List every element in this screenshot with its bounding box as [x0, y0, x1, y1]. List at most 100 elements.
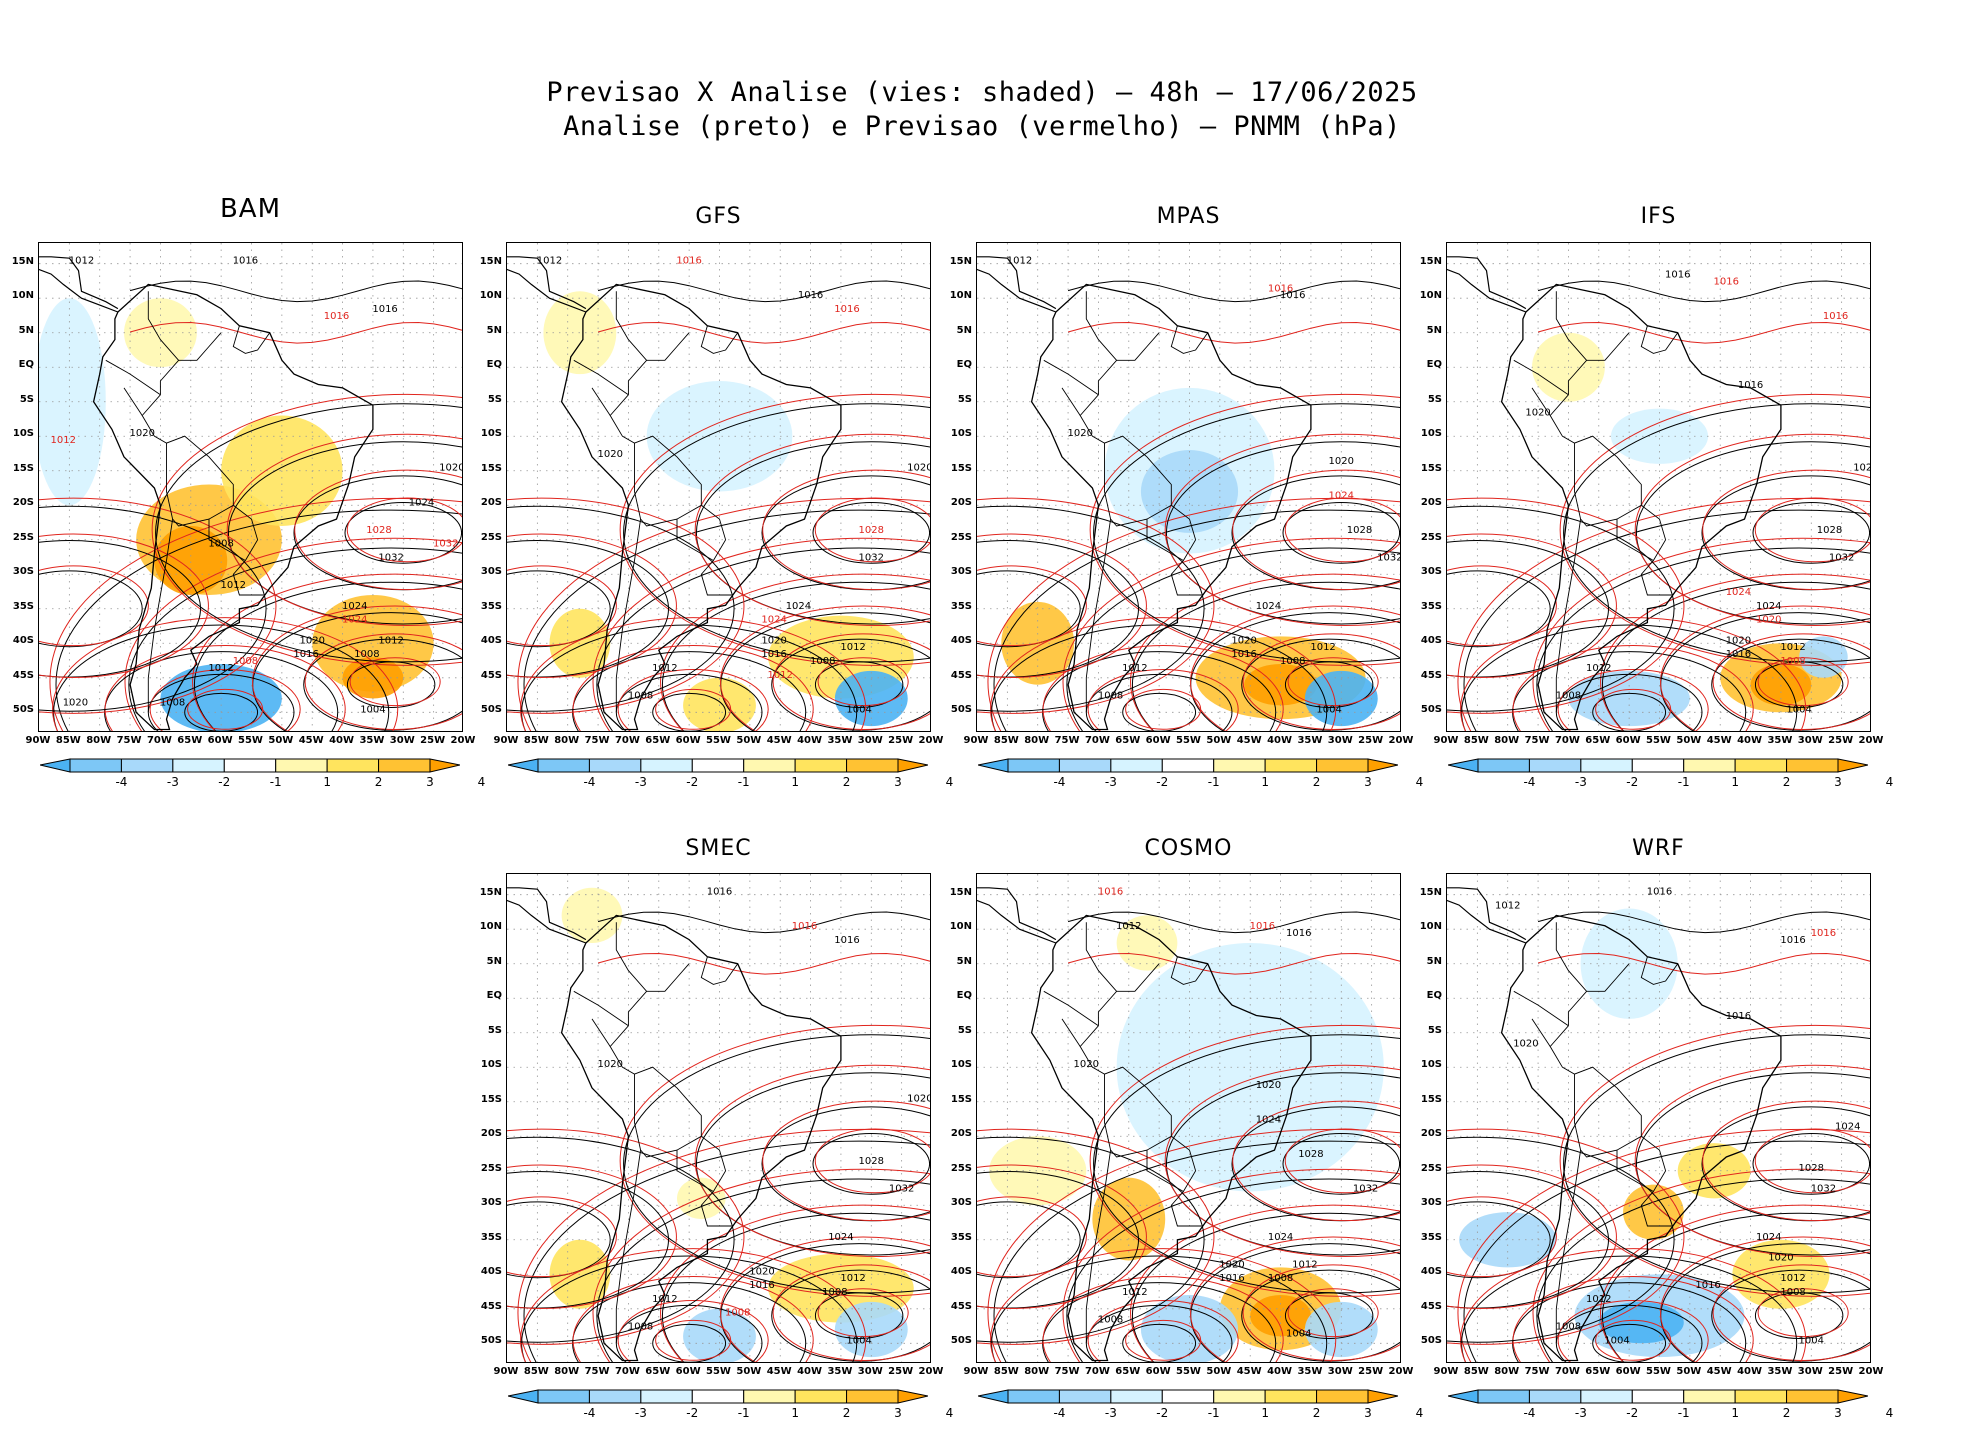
isobar-label-analysis: 1004 — [846, 704, 871, 715]
analysis-isobar — [652, 1323, 727, 1362]
analysis-isobar — [523, 509, 930, 731]
colorbar-label: -4 — [1053, 1406, 1066, 1420]
analysis-isobar — [1537, 911, 1870, 934]
south-america-coastline — [92, 283, 374, 731]
isobar-label-analysis: 1028 — [1298, 1149, 1323, 1160]
bias-area-pos1 — [677, 1177, 726, 1220]
isobar-label-analysis: 1016 — [1726, 1011, 1751, 1022]
isobar-label-forecast: 1012 — [767, 670, 792, 681]
colorbar-box — [1264, 758, 1318, 773]
analysis-isobar — [1067, 280, 1400, 303]
forecast-isobar — [817, 1288, 909, 1338]
colorbar-max-arrow — [1367, 758, 1399, 773]
forecast-isobar — [1557, 668, 1709, 731]
coastline-and-borders — [977, 256, 1312, 731]
colorbar-label: 3 — [894, 775, 902, 789]
colorbar-label: 2 — [842, 775, 851, 789]
longitude-tick-label: 25W — [1828, 1366, 1854, 1377]
colorbar-label: -1 — [1207, 775, 1220, 789]
isobar-label-analysis: 1012 — [221, 580, 246, 591]
longitude-tick-label: 20W — [1858, 735, 1884, 746]
colorbar-box — [1007, 1389, 1060, 1404]
isobar-label-forecast: 1020 — [1756, 615, 1781, 626]
longitude-tick-label: 65W — [177, 735, 203, 746]
colorbar-box — [794, 758, 848, 773]
isobar-label-analysis: 1020 — [907, 463, 931, 474]
isobar-label-analysis: 1020 — [597, 449, 622, 460]
south-america-coastline — [1500, 283, 1782, 731]
colorbar-label: 4 — [945, 775, 954, 789]
colorbar-label: 2 — [842, 1406, 851, 1420]
longitude-tick-label: 90W — [1433, 1366, 1459, 1377]
latitude-tick-label: 45S — [950, 669, 972, 681]
latitude-tick-label: 40S — [950, 1266, 972, 1278]
analysis-isobar — [155, 403, 462, 663]
colorbar-label: 3 — [1834, 1406, 1842, 1420]
colorbar-label: 4 — [1415, 1406, 1424, 1420]
colorbar-label: -4 — [115, 775, 128, 789]
bias-area-neg2 — [1140, 1294, 1239, 1362]
longitude-tick-label: 90W — [963, 1366, 989, 1377]
latitude-tick-label: EQ — [956, 990, 972, 1002]
bias-area-pos4 — [1244, 663, 1317, 706]
isobar-label-analysis: 1020 — [63, 697, 88, 708]
colorbar-box — [120, 758, 174, 773]
forecast-isobar — [1287, 657, 1379, 707]
longitude-tick-label: 75W — [1054, 735, 1080, 746]
longitude-tick-label: 55W — [238, 735, 263, 746]
country-border — [615, 519, 642, 713]
colorbar-box — [1161, 758, 1215, 773]
country-border — [1555, 291, 1587, 361]
colorbar-label: -2 — [1156, 1406, 1169, 1420]
isobar-label-analysis: 1016 — [1738, 380, 1763, 391]
forecast-isobar — [346, 497, 462, 563]
map-frame: 1012 1016 1016 1020 1020 1024 1028 1032 1024 1020… — [976, 242, 1401, 732]
colorbar-box — [1316, 758, 1369, 773]
latitude-tick-label: 30S — [950, 1197, 972, 1209]
forecast-isobar — [507, 1164, 677, 1309]
isobar-label-analysis: 1032 — [889, 1183, 914, 1194]
analysis-isobar — [521, 624, 858, 731]
colorbar-label: -2 — [1626, 775, 1639, 789]
forecast-isobar — [39, 497, 277, 714]
longitude-tick-label: 65W — [645, 735, 671, 746]
analysis-isobar — [1131, 581, 1400, 731]
forecast-isobar — [129, 321, 462, 344]
isobar-label-analysis: 1020 — [299, 635, 324, 646]
forecast-isobar — [817, 657, 909, 707]
colorbar-max-arrow — [1367, 1389, 1399, 1404]
isobar-label-analysis: 1020 — [1067, 428, 1092, 439]
isobar-label-forecast: 1024 — [761, 615, 786, 626]
forecast-isobar — [226, 433, 462, 626]
colorbar-strip — [39, 758, 461, 773]
coastline-and-borders — [507, 887, 842, 1362]
colorbar-label: 4 — [945, 1406, 954, 1420]
analysis-isobar — [1282, 1133, 1400, 1195]
latitude-tick-label: 15S — [12, 462, 34, 474]
longitude-tick-label: 20W — [450, 735, 476, 746]
isobar-label-analysis: 1008 — [208, 539, 233, 550]
latitude-tick-label: 15N — [1419, 255, 1442, 267]
longitude-tick-label: 40W — [1267, 735, 1293, 746]
isobar-label-analysis: 1004 — [1799, 1335, 1824, 1346]
forecast-isobar — [294, 469, 462, 591]
isobar-label-analysis: 1016 — [1665, 270, 1690, 281]
forecast-isobar — [1089, 1024, 1400, 1297]
country-border — [1574, 1074, 1642, 1158]
colorbar: -4 -3 -2 -1 1 2 3 4 — [507, 758, 953, 798]
latitude-tick-label: 30S — [480, 1197, 502, 1209]
latitude-tick-label: 50S — [480, 704, 502, 716]
isobar-label-analysis: 1020 — [749, 1266, 774, 1277]
analysis-isobar — [695, 1072, 930, 1256]
analysis-isobar — [507, 570, 611, 648]
isobar-label-analysis: 1004 — [1316, 704, 1341, 715]
longitude-tick-label: 70W — [146, 735, 172, 746]
latitude-tick-label: 45S — [480, 669, 502, 681]
isobar-label-analysis: 1008 — [810, 656, 835, 667]
panel-title: SMEC — [685, 836, 752, 861]
latitude-tick-label: 10S — [1420, 1059, 1442, 1071]
analysis-isobar — [597, 280, 930, 303]
isobar-labels: 1012 1016 1016 1016 1016 1020 1024 1028 1032 1024… — [1495, 887, 1860, 1347]
forecast-isobar — [520, 1248, 867, 1362]
isobar-label-forecast: 1016 — [1714, 276, 1739, 287]
